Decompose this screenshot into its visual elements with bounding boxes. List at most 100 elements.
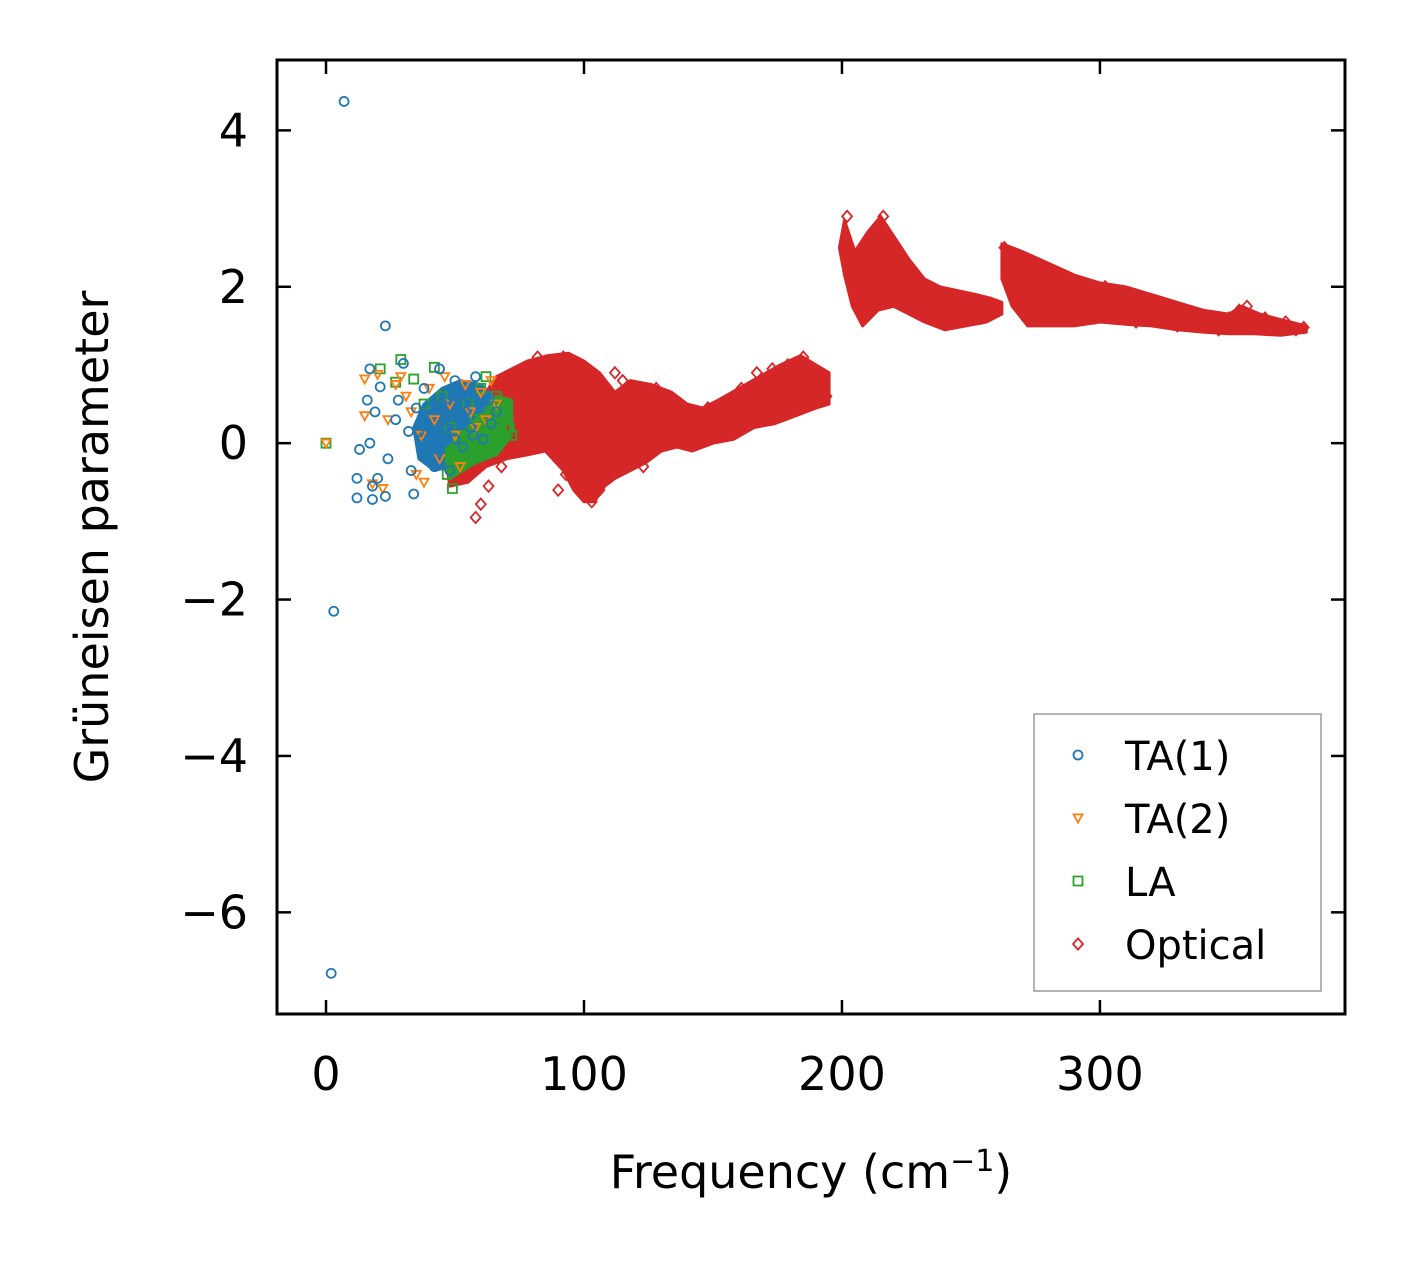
point-ta1 <box>423 402 435 414</box>
point-optical <box>1202 314 1215 329</box>
point-optical <box>838 236 851 251</box>
point-optical <box>856 248 869 263</box>
point-ta2 <box>454 462 467 473</box>
point-ta1 <box>367 494 378 505</box>
point-optical <box>1258 311 1272 326</box>
point-optical <box>531 350 544 365</box>
point-ta1 <box>449 375 461 387</box>
point-optical <box>482 479 495 494</box>
point-optical <box>908 287 921 302</box>
point-optical <box>546 354 560 369</box>
point-ta1 <box>444 465 456 476</box>
point-optical <box>766 361 779 376</box>
point-la <box>395 354 407 365</box>
point-ta2 <box>319 438 333 450</box>
point-ta1 <box>428 461 440 473</box>
point-optical <box>678 400 691 415</box>
point-ta1 <box>369 406 381 418</box>
point-ta1 <box>457 441 469 453</box>
point-optical <box>877 209 890 224</box>
point-optical <box>735 381 748 396</box>
legend: TA(1) TA(2) LA Optical <box>1033 713 1322 992</box>
point-ta1 <box>477 433 489 445</box>
point-la <box>408 373 420 385</box>
point-optical <box>662 389 676 404</box>
point-optical <box>1006 256 1019 271</box>
point-optical <box>567 443 580 458</box>
point-optical <box>650 381 663 396</box>
point-optical <box>521 361 534 376</box>
point-optical <box>900 256 913 271</box>
point-optical <box>1109 299 1122 314</box>
point-ta1 <box>483 394 494 406</box>
point-ta1 <box>338 96 350 107</box>
point-optical <box>1119 287 1132 302</box>
point-optical <box>644 397 658 412</box>
x-tick-label: 100 <box>540 1047 628 1101</box>
axis-ticks: 0 100 200 300 4 2 0 −2 −4 −6 <box>180 60 1345 1101</box>
point-optical <box>655 420 668 435</box>
point-ta1 <box>361 394 373 406</box>
point-optical <box>742 404 756 419</box>
point-ta2 <box>366 479 379 491</box>
point-ta1 <box>390 414 402 426</box>
point-optical <box>789 381 802 396</box>
point-optical <box>686 436 699 451</box>
y-tick-label: −2 <box>180 573 248 627</box>
point-la <box>428 361 440 373</box>
point-optical <box>773 393 787 408</box>
y-tick-label: 4 <box>219 103 248 157</box>
point-ta1 <box>413 426 425 437</box>
point-ta2 <box>464 407 477 419</box>
point-ta1 <box>354 444 365 455</box>
point-ta1 <box>467 429 479 441</box>
point-optical <box>701 400 714 415</box>
point-optical <box>964 291 978 306</box>
point-optical <box>637 459 650 474</box>
point-ta1 <box>372 472 384 484</box>
point-optical <box>564 459 578 474</box>
point-optical <box>882 248 895 263</box>
point-ta1 <box>447 390 458 402</box>
point-optical <box>758 389 771 404</box>
point-ta2 <box>474 387 487 399</box>
point-ta1 <box>462 390 474 402</box>
point-optical <box>552 483 565 498</box>
band-optical-1 <box>837 214 1004 332</box>
point-optical <box>1037 303 1050 318</box>
point-la <box>488 429 500 441</box>
point-ta1 <box>434 363 445 375</box>
scatter-point-layer <box>319 96 1310 979</box>
point-optical <box>1160 299 1174 314</box>
point-optical <box>570 369 583 384</box>
point-la <box>441 469 453 480</box>
point-optical <box>469 510 482 525</box>
point-la <box>480 371 492 383</box>
point-ta1 <box>382 453 394 465</box>
legend-marker-optical <box>1071 937 1085 951</box>
point-optical <box>1222 311 1236 326</box>
point-optical <box>552 381 565 396</box>
point-la <box>506 429 518 441</box>
legend-marker-la <box>1072 875 1084 887</box>
point-optical <box>575 420 588 435</box>
legend-label-ta1: TA(1) <box>1124 734 1230 780</box>
point-optical <box>998 240 1011 255</box>
point-optical <box>593 483 606 498</box>
point-optical <box>892 271 905 286</box>
point-optical <box>505 420 518 435</box>
point-optical <box>616 373 629 388</box>
legend-marker-ta1 <box>1072 749 1084 761</box>
point-optical <box>624 389 637 404</box>
point-optical <box>1140 291 1153 306</box>
point-optical <box>1269 318 1282 333</box>
point-optical <box>1191 314 1205 329</box>
point-optical <box>577 389 591 404</box>
point-optical <box>1098 279 1112 294</box>
point-ta1 <box>408 488 420 500</box>
point-optical <box>719 397 733 412</box>
point-ta2 <box>358 374 371 386</box>
point-optical <box>603 389 616 404</box>
point-ta1 <box>434 445 445 457</box>
